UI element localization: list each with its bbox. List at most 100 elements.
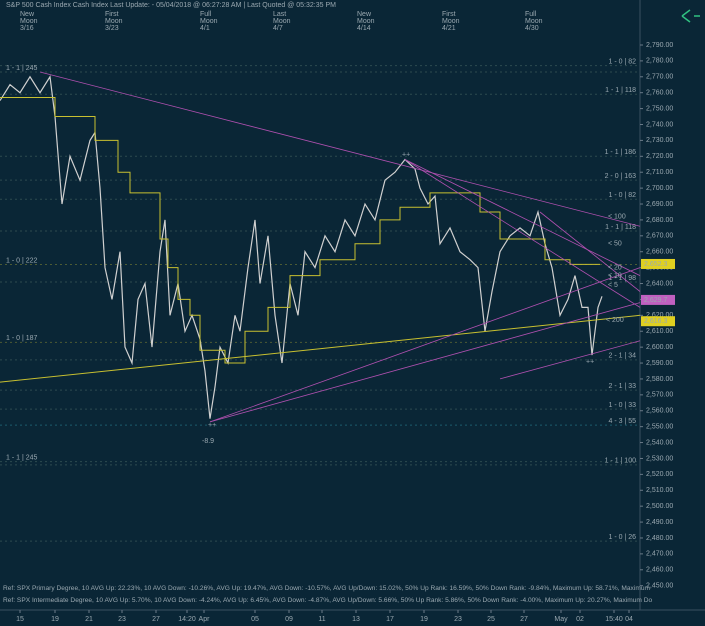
level-label: 1 - 1 | 98 xyxy=(608,275,636,282)
moon-phase: Moon xyxy=(200,18,218,25)
annotation: < 20 xyxy=(608,264,622,271)
x-tick-label: 02 xyxy=(576,616,584,623)
annotation: < 200 xyxy=(606,317,624,324)
moon-phase: 4/1 xyxy=(200,25,210,32)
x-tick-label: 15:40 xyxy=(605,616,623,623)
y-tick-label: 2,780.00 xyxy=(646,58,673,65)
moon-phase: Last xyxy=(273,11,286,18)
x-tick-label: 13 xyxy=(352,616,360,623)
moon-phase: Moon xyxy=(525,18,543,25)
series-line xyxy=(0,97,600,364)
level-label: 1 - 0 | 187 xyxy=(6,335,38,342)
moon-phase: First xyxy=(105,11,119,18)
y-tick-label: 2,600.00 xyxy=(646,344,673,351)
level-label: 1 - 0 | 33 xyxy=(608,402,636,409)
moon-phase: 3/23 xyxy=(105,25,119,32)
moon-phase: Moon xyxy=(442,18,460,25)
y-tick-label: 2,790.00 xyxy=(646,42,673,49)
x-tick-label: May xyxy=(554,616,568,623)
annotation: < 10 xyxy=(608,272,622,279)
y-tick-label: 2,450.00 xyxy=(646,583,673,590)
price-label: 2,616.3 xyxy=(644,318,667,325)
moon-phase: Moon xyxy=(273,18,291,25)
series-line xyxy=(404,159,641,276)
x-tick-label: 23 xyxy=(454,616,462,623)
annotation: ++ xyxy=(586,358,594,365)
moon-phase: Moon xyxy=(20,18,38,25)
series-line xyxy=(209,302,641,423)
level-label: 2 - 0 | 163 xyxy=(605,173,637,180)
annotation: -8.9 xyxy=(202,438,214,445)
series-line xyxy=(539,211,641,292)
x-tick-label: 21 xyxy=(85,616,93,623)
annotation: < 50 xyxy=(608,241,622,248)
x-tick-label: 23 xyxy=(118,616,126,623)
y-tick-label: 2,490.00 xyxy=(646,519,673,526)
x-tick-label: 14:20 xyxy=(178,616,196,623)
x-tick-label: 19 xyxy=(420,616,428,623)
series-line xyxy=(0,75,603,419)
y-tick-label: 2,700.00 xyxy=(646,185,673,192)
y-tick-label: 2,690.00 xyxy=(646,201,673,208)
level-label: 1 - 1 | 186 xyxy=(605,149,637,156)
moon-phase: Full xyxy=(200,11,212,18)
footnote: Ref: SPX Intermediate Degree, 10 AVG Up:… xyxy=(3,597,653,604)
series-line xyxy=(209,267,641,423)
x-tick-label: 27 xyxy=(152,616,160,623)
x-tick-label: 19 xyxy=(51,616,59,623)
y-tick-label: 2,530.00 xyxy=(646,455,673,462)
moon-phase: Moon xyxy=(105,18,123,25)
y-tick-label: 2,520.00 xyxy=(646,471,673,478)
y-tick-label: 2,540.00 xyxy=(646,439,673,446)
y-tick-label: 2,750.00 xyxy=(646,105,673,112)
level-label: 1 - 1 | 118 xyxy=(605,224,636,231)
level-label: 1 - 0 | 82 xyxy=(608,59,636,66)
price-label: 2,629.7 xyxy=(644,297,667,304)
level-label: 2 - 1 | 34 xyxy=(608,353,636,360)
y-tick-label: 2,580.00 xyxy=(646,376,673,383)
y-tick-label: 2,570.00 xyxy=(646,392,673,399)
y-tick-label: 2,680.00 xyxy=(646,217,673,224)
series-line xyxy=(0,314,641,383)
series-line xyxy=(499,340,641,380)
chart-title: S&P 500 Cash Index Cash Index Last Updat… xyxy=(6,2,336,9)
y-tick-label: 2,740.00 xyxy=(646,121,673,128)
x-tick-label: 09 xyxy=(285,616,293,623)
footnote: Ref: SPX Primary Degree, 10 AVG Up: 22.2… xyxy=(3,585,650,592)
annotation: ++ xyxy=(402,152,410,159)
y-tick-label: 2,470.00 xyxy=(646,551,673,558)
moon-phase: Full xyxy=(525,11,537,18)
price-box xyxy=(641,316,675,327)
y-tick-label: 2,560.00 xyxy=(646,408,673,415)
level-label: 2 - 1 | 33 xyxy=(608,383,636,390)
y-tick-label: 2,730.00 xyxy=(646,137,673,144)
y-tick-label: 2,480.00 xyxy=(646,535,673,542)
level-label: 1 - 1 | 100 xyxy=(605,458,637,465)
y-tick-label: 2,770.00 xyxy=(646,74,673,81)
x-tick-label: 05 xyxy=(251,616,259,623)
x-tick-label: 17 xyxy=(386,616,394,623)
y-tick-label: 2,510.00 xyxy=(646,487,673,494)
series-line xyxy=(39,71,641,227)
y-tick-label: 2,550.00 xyxy=(646,424,673,431)
y-tick-label: 2,670.00 xyxy=(646,233,673,240)
y-tick-label: 2,720.00 xyxy=(646,153,673,160)
level-label: 1 - 0 | 222 xyxy=(6,257,38,264)
level-label: 1 - 1 | 245 xyxy=(6,454,38,461)
x-tick-label: 04 xyxy=(625,616,633,623)
level-label: 1 - 0 | 82 xyxy=(608,192,636,199)
moon-phase: 4/30 xyxy=(525,25,539,32)
annotation: ++ xyxy=(208,422,216,429)
moon-phase: New xyxy=(20,11,35,18)
moon-phase: 3/16 xyxy=(20,25,34,32)
level-label: 1 - 1 | 118 xyxy=(605,87,636,94)
moon-phase: 4/7 xyxy=(273,25,283,32)
x-tick-label: Apr xyxy=(199,616,211,623)
y-tick-label: 2,500.00 xyxy=(646,503,673,510)
moon-phase: First xyxy=(442,11,456,18)
moon-phase: New xyxy=(357,11,372,18)
x-tick-label: 27 xyxy=(520,616,528,623)
level-label: 1 - 1 | 245 xyxy=(6,65,38,72)
